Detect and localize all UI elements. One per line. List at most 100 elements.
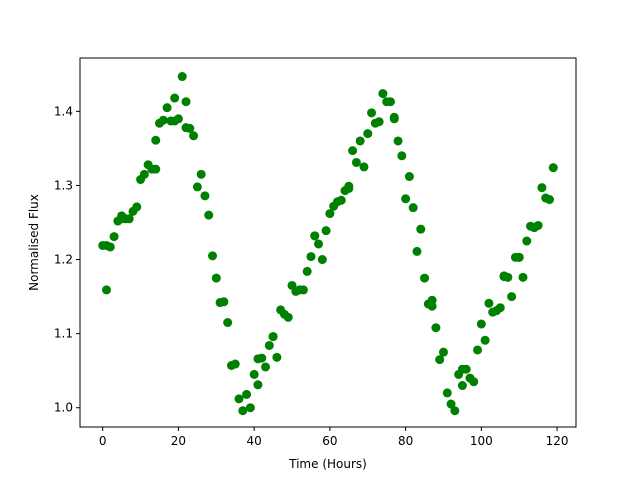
data-point [272, 352, 282, 362]
data-point [548, 163, 558, 173]
x-tick-label: 100 [470, 434, 493, 448]
data-point [495, 303, 505, 313]
data-point [537, 183, 547, 193]
data-points [98, 72, 558, 416]
data-point [450, 406, 460, 416]
data-point [545, 195, 554, 205]
data-point [446, 399, 456, 409]
data-point [431, 323, 441, 333]
data-point [132, 202, 142, 212]
data-point [102, 285, 111, 295]
data-point [310, 231, 320, 241]
data-point [189, 131, 199, 141]
x-tick-label: 120 [546, 434, 569, 448]
data-point [533, 220, 543, 230]
data-point [404, 172, 414, 182]
data-point [351, 157, 361, 167]
data-point [457, 381, 467, 391]
data-point [249, 369, 259, 379]
data-point [102, 240, 111, 250]
data-point [480, 335, 490, 345]
data-point [476, 319, 486, 329]
data-point [378, 89, 388, 99]
data-point [245, 403, 255, 413]
data-point [204, 210, 214, 220]
data-point [522, 236, 532, 246]
data-point [427, 301, 437, 311]
data-point [192, 182, 202, 192]
data-point [211, 273, 221, 283]
data-point [109, 232, 119, 242]
data-point [473, 345, 483, 355]
data-point [302, 266, 312, 276]
data-point [230, 359, 240, 369]
plot-frame [79, 57, 577, 428]
data-point [177, 72, 187, 82]
y-tick-label: 1.1 [54, 327, 73, 341]
y-axis: 1.0 1.1 1.2 1.3 1.4 [54, 104, 80, 415]
data-point [514, 252, 524, 262]
data-point [321, 226, 331, 236]
data-point [374, 117, 384, 127]
data-point [420, 273, 430, 283]
data-point [298, 285, 308, 295]
data-point [170, 116, 180, 126]
data-point [363, 129, 373, 139]
data-point [408, 203, 418, 213]
data-point [317, 255, 327, 265]
data-point [139, 169, 149, 179]
y-axis-label: Normalised Flux [27, 194, 41, 291]
data-point [442, 388, 452, 398]
y-tick-label: 1.3 [54, 178, 73, 192]
data-point [397, 151, 407, 161]
data-point [484, 298, 494, 308]
data-point [234, 394, 244, 404]
data-point [238, 406, 248, 416]
data-point [355, 136, 365, 146]
data-point [518, 272, 528, 282]
data-point [200, 191, 210, 201]
data-point [457, 364, 467, 374]
data-point [264, 340, 274, 350]
data-point [499, 271, 509, 281]
x-tick-label: 80 [398, 434, 413, 448]
data-point [117, 214, 127, 224]
data-point [181, 123, 191, 133]
data-point [401, 194, 411, 204]
x-tick-label: 40 [247, 434, 262, 448]
data-point [158, 115, 168, 125]
y-tick-label: 1.0 [54, 401, 73, 415]
data-point [507, 292, 517, 302]
x-tick-label: 60 [322, 434, 337, 448]
data-point [162, 103, 172, 113]
data-point [359, 162, 369, 172]
data-point [416, 224, 426, 234]
data-point [336, 195, 346, 205]
data-point [325, 209, 335, 219]
data-point [385, 97, 395, 107]
data-point [438, 347, 448, 357]
data-point [389, 114, 399, 124]
data-point [253, 354, 263, 364]
data-point [306, 252, 316, 262]
data-point [348, 146, 358, 156]
x-axis: 0 20 40 60 80 100 120 [99, 427, 569, 448]
data-point [367, 108, 377, 118]
data-point [314, 239, 324, 249]
data-point [469, 377, 479, 387]
y-tick-label: 1.4 [54, 104, 73, 118]
data-point [219, 297, 229, 307]
x-axis-label: Time (Hours) [288, 457, 367, 471]
data-point [261, 362, 271, 372]
data-point [344, 181, 354, 191]
data-point [283, 312, 293, 322]
x-tick-label: 0 [99, 434, 107, 448]
data-point [223, 318, 233, 328]
data-point [435, 355, 445, 365]
data-point [196, 169, 206, 179]
data-point [412, 246, 422, 256]
data-point [170, 93, 180, 103]
data-point [181, 97, 191, 107]
data-point [242, 389, 252, 399]
data-point [151, 135, 161, 145]
